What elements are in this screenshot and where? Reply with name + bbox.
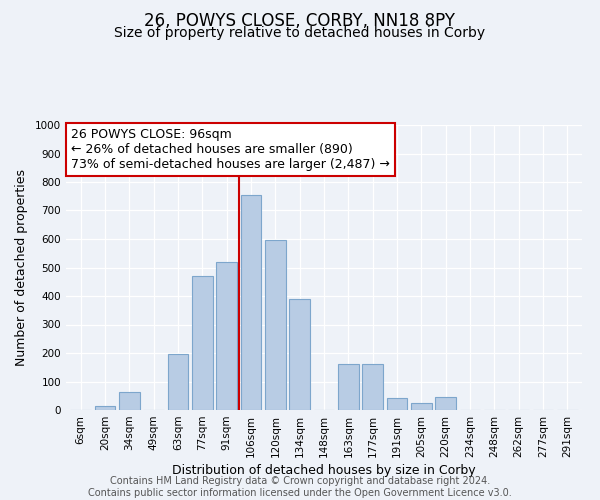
Bar: [95, 406, 115, 410]
Bar: [216, 262, 237, 410]
Bar: [167, 354, 188, 410]
Y-axis label: Number of detached properties: Number of detached properties: [15, 169, 28, 366]
Bar: [362, 364, 383, 410]
Bar: [241, 195, 262, 410]
Bar: [192, 276, 212, 410]
Text: 26 POWYS CLOSE: 96sqm
← 26% of detached houses are smaller (890)
73% of semi-det: 26 POWYS CLOSE: 96sqm ← 26% of detached …: [71, 128, 390, 171]
Bar: [119, 392, 140, 410]
Bar: [411, 403, 432, 410]
Bar: [436, 397, 456, 410]
X-axis label: Distribution of detached houses by size in Corby: Distribution of detached houses by size …: [172, 464, 476, 477]
Text: Size of property relative to detached houses in Corby: Size of property relative to detached ho…: [115, 26, 485, 40]
Bar: [338, 364, 359, 410]
Bar: [386, 398, 407, 410]
Bar: [289, 299, 310, 410]
Bar: [265, 240, 286, 410]
Text: 26, POWYS CLOSE, CORBY, NN18 8PY: 26, POWYS CLOSE, CORBY, NN18 8PY: [145, 12, 455, 30]
Text: Contains HM Land Registry data © Crown copyright and database right 2024.
Contai: Contains HM Land Registry data © Crown c…: [88, 476, 512, 498]
